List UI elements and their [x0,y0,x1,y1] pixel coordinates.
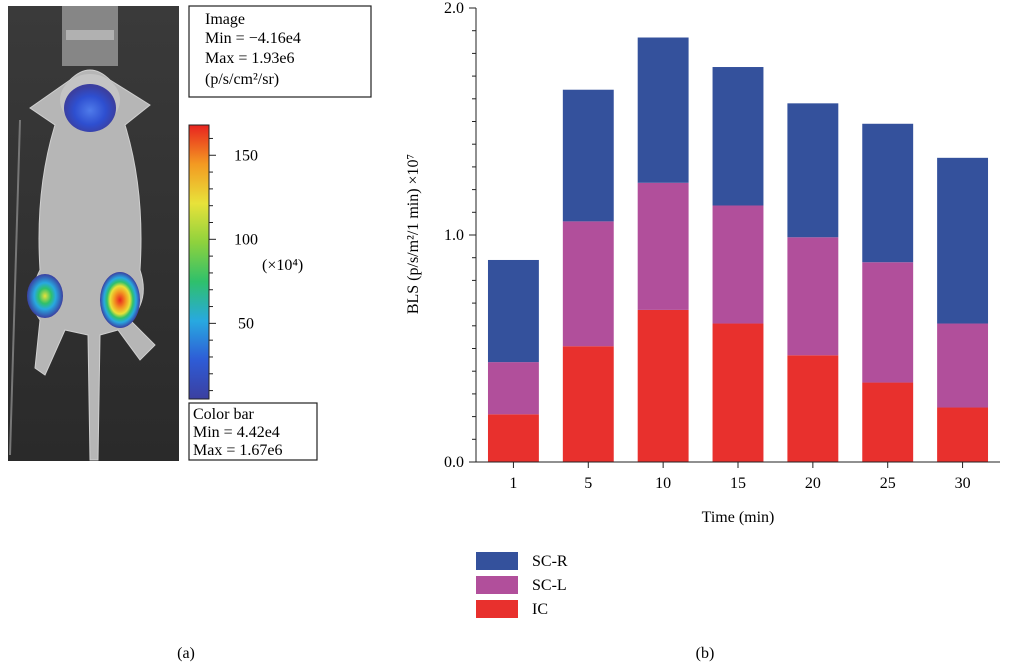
legend-label: SC-R [532,553,568,570]
bar-segment-ic [712,323,764,462]
y-tick-label: 0.0 [444,454,464,471]
colorbar-info-line1: Color bar [193,406,255,423]
colorbar-info-line2: Min = 4.42e4 [193,424,280,441]
bar-segment-sc-r [712,67,764,206]
panel-a-label: (a) [177,645,195,662]
bar-segment-ic [562,346,614,462]
image-info-line4: (p/s/cm²/sr) [205,71,279,88]
image-info-line3: Max = 1.93e6 [205,50,294,67]
x-tick-label: 30 [955,475,971,492]
bar-segment-sc-l [937,323,989,408]
bar-segment-sc-r [487,259,539,363]
x-axis-label: Time (min) [702,509,775,526]
legend-label: IC [532,601,548,618]
colorbar-ticks: 150 100 50 [209,137,258,392]
colorbar: 150 100 50 (×10⁴) [188,124,303,400]
stacked-bar-chart: 1 5 10 15 20 25 300.01.02.0 BLS (p/s/m²/1 min)… [405,0,1000,618]
image-info-line1: Image [205,11,245,28]
bar-segment-sc-l [787,237,839,356]
y-tick-label: 1.0 [444,227,464,244]
colorbar-tick-label: 150 [234,147,258,164]
image-info-line2: Min = −4.16e4 [205,30,301,47]
colorbar-info-line3: Max = 1.67e6 [193,442,282,459]
bar-segment-ic [637,309,689,462]
bar-segment-sc-l [487,362,539,415]
bars [487,37,989,462]
x-tick-label: 5 [584,475,592,492]
image-info-box: Image Min = −4.16e4 Max = 1.93e6 (p/s/cm… [188,5,372,98]
y-axis-label: BLS (p/s/m²/1 min) ×10⁷ [405,154,422,314]
x-tick-label: 10 [655,475,671,492]
bar-segment-sc-r [937,157,989,324]
panel-b-label: (b) [696,645,715,662]
bar-segment-ic [787,355,839,462]
bar-segment-sc-l [562,221,614,347]
x-tick-label: 25 [880,475,896,492]
bar-segment-sc-l [862,262,914,383]
bar-segment-sc-r [787,103,839,238]
legend-label: SC-L [532,577,567,594]
bar-segment-sc-r [862,123,914,263]
bar-segment-ic [487,414,539,462]
colorbar-info-box: Color bar Min = 4.42e4 Max = 1.67e6 [188,402,318,461]
mouse-photo [8,6,179,461]
bar-segment-sc-r [562,89,614,222]
bar-segment-ic [937,407,989,462]
x-tick-label: 1 [509,475,517,492]
axes: 1 5 10 15 20 25 300.01.02.0 [444,0,1000,492]
bar-segment-sc-l [637,182,689,310]
colorbar-tick-label: 50 [238,315,254,332]
bar-segment-ic [862,382,914,462]
x-tick-label: 20 [805,475,821,492]
bar-segment-sc-r [637,37,689,183]
legend: SC-R SC-L IC [476,552,568,618]
x-tick-label: 15 [730,475,746,492]
bar-segment-sc-l [712,205,764,324]
legend-swatch [476,600,518,618]
colorbar-unit: (×10⁴) [262,257,303,274]
legend-swatch [476,552,518,570]
legend-swatch [476,576,518,594]
colorbar-tick-label: 100 [234,231,258,248]
y-tick-label: 2.0 [444,0,464,17]
